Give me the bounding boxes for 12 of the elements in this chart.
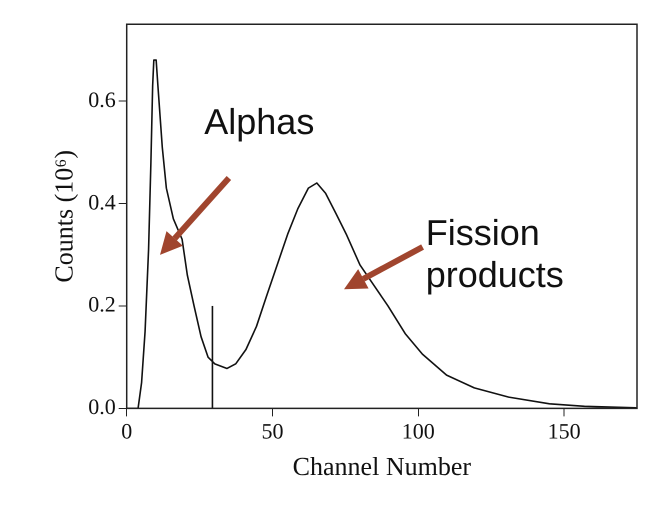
annotation: Alphas	[204, 101, 316, 142]
y-tick-label: 0.2	[88, 292, 116, 317]
y-axis-title: Counts (10⁶)	[49, 150, 78, 283]
y-tick-label: 0.4	[88, 189, 116, 214]
x-tick-label: 0	[121, 418, 132, 444]
y-tick-label: 0.6	[88, 86, 116, 112]
annotation: Fission products	[426, 212, 565, 296]
x-tick-label: 50	[262, 418, 284, 444]
x-tick-label: 150	[548, 418, 581, 444]
x-tick-label: 100	[402, 418, 435, 444]
x-axis-title: Channel Number	[292, 452, 472, 482]
y-tick-label: 0.0	[88, 394, 116, 420]
